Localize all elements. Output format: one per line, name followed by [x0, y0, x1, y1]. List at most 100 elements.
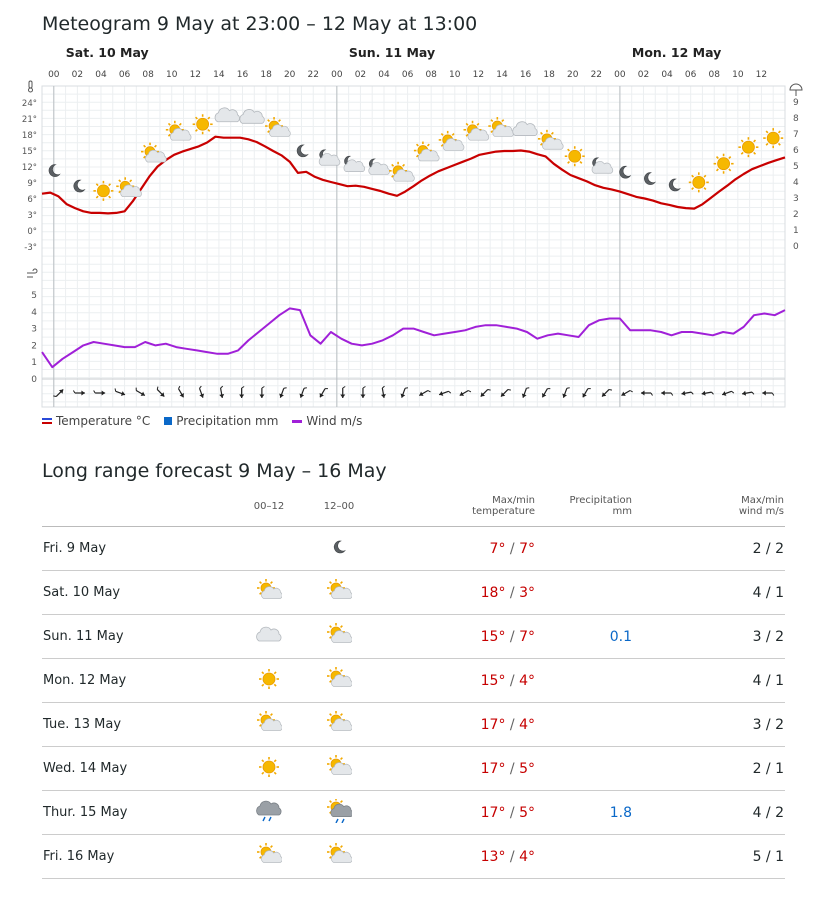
sun-cloud-icon [141, 142, 167, 163]
row-day: Tue. 13 May [42, 702, 234, 747]
precipitation-cell [536, 702, 633, 747]
period-1-symbol [234, 702, 304, 747]
sun-cloud-icon [413, 141, 440, 162]
period-1-symbol [234, 526, 304, 571]
precipitation-tick-label: 7 [793, 130, 799, 140]
period-2-symbol [304, 790, 374, 835]
temperature-cell: 13° / 4° [374, 834, 536, 879]
legend-precipitation-label: Precipitation mm [176, 414, 279, 428]
table-row[interactable]: Fri. 9 May 7° / 7° 2 / 2 [42, 526, 785, 571]
hour-tick-label: 22 [591, 70, 602, 80]
temperature-cell: 7° / 7° [374, 526, 536, 571]
hour-tick-label: 06 [402, 70, 414, 80]
temperature-cell: 17° / 5° [374, 790, 536, 835]
temperature-tick-label: 9° [27, 179, 37, 189]
rain-cloud-icon [256, 800, 282, 821]
precipitation-cell [536, 658, 633, 703]
header-period-1: 00–12 [234, 486, 304, 527]
temperature-min: 5° [519, 804, 535, 821]
moon-icon [48, 164, 61, 177]
legend-wind-label: Wind m/s [306, 414, 363, 428]
temperature-tick-label: 3° [27, 211, 37, 221]
wind-cell: 5 / 1 [633, 834, 785, 879]
header-period-2: 12–00 [304, 486, 374, 527]
period-1-symbol [234, 790, 304, 835]
cloud-icon [214, 107, 240, 123]
period-1-symbol [234, 834, 304, 879]
moon-icon [668, 178, 681, 192]
legend-precipitation[interactable]: Precipitation mm [164, 414, 278, 428]
moon-icon [619, 165, 632, 179]
long-range-title: Long range forecast 9 May – 16 May [42, 460, 387, 482]
table-row[interactable]: Sun. 11 May 15° / 7° 0.1 3 / 2 [42, 614, 785, 659]
sun-rain-icon [327, 798, 352, 823]
header-temperature-line1: Max/min [492, 495, 535, 506]
temperature-max: 15° [480, 672, 506, 689]
hour-tick-label: 16 [520, 70, 532, 80]
table-row[interactable]: Sat. 10 May 18° / 3° 4 / 1 [42, 570, 785, 615]
wind-direction-arrow [219, 385, 225, 399]
temperature-tick-label: 6° [27, 195, 37, 205]
hour-tick-label: 14 [496, 70, 508, 80]
wind-direction-arrow [641, 390, 653, 396]
wind-direction-arrow [400, 387, 409, 398]
wind-tick-label: 3 [31, 325, 37, 335]
thermometer-icon [28, 80, 33, 93]
legend-temperature[interactable]: Temperature °C [42, 414, 150, 428]
hour-tick-label: 12 [473, 70, 484, 80]
moon-icon [296, 144, 309, 158]
precipitation-tick-label: 0 [793, 242, 799, 252]
header-day [42, 486, 234, 527]
wind-direction-arrow [198, 385, 205, 398]
period-2-symbol [304, 570, 374, 615]
hour-tick-label: 06 [119, 70, 131, 80]
row-day: Thur. 15 May [42, 790, 234, 835]
header-wind-line2: wind m/s [738, 506, 784, 517]
wind-direction-arrow [279, 387, 287, 398]
sun-cloud-icon [463, 120, 490, 141]
wind-direction-arrow [177, 385, 185, 398]
precipitation-cell [536, 526, 633, 571]
sun-cloud-icon [327, 666, 352, 687]
wind-cell: 3 / 2 [633, 702, 785, 747]
sun-icon [738, 137, 759, 158]
period-2-symbol [304, 614, 374, 659]
wind-cell: 2 / 1 [633, 746, 785, 791]
hour-tick-label: 10 [449, 70, 461, 80]
legend-wind[interactable]: Wind m/s [292, 414, 362, 428]
wind-direction-arrow [340, 386, 346, 398]
table-row[interactable]: Fri. 16 May 13° / 4° 5 / 1 [42, 834, 785, 879]
precipitation-cell [536, 746, 633, 791]
wind-direction-arrow [500, 388, 511, 397]
sun-cloud-icon [488, 117, 514, 137]
hour-tick-label: 04 [95, 70, 107, 80]
sun-cloud-icon [327, 622, 352, 643]
wind-direction-arrow [72, 390, 85, 396]
table-row[interactable]: Mon. 12 May 15° / 4° 4 / 1 [42, 658, 785, 703]
table-row[interactable]: Tue. 13 May 17° / 4° 3 / 2 [42, 702, 785, 747]
precipitation-tick-label: 1 [793, 226, 799, 236]
day-label: Sun. 11 May [349, 45, 435, 60]
sun-cloud-icon [327, 842, 352, 863]
table-row[interactable]: Thur. 15 May 17° / 5° 1.8 4 / 2 [42, 790, 785, 835]
hour-tick-label: 22 [308, 70, 319, 80]
sun-cloud-icon [327, 710, 352, 731]
hour-tick-label: 00 [48, 70, 60, 80]
precipitation-cell [536, 834, 633, 879]
hour-tick-label: 02 [638, 70, 649, 80]
hour-tick-label: 16 [237, 70, 249, 80]
sun-icon [763, 128, 784, 149]
hour-tick-label: 00 [331, 70, 343, 80]
hour-tick-label: 12 [756, 70, 767, 80]
precipitation-tick-label: 4 [793, 178, 799, 188]
table-row[interactable]: Wed. 14 May 17° / 5° 2 / 1 [42, 746, 785, 791]
period-2-symbol [304, 526, 374, 571]
wind-tick-label: 0 [31, 375, 37, 385]
temperature-tick-label: 24° [22, 99, 37, 109]
temperature-min: 5° [519, 760, 535, 777]
wind-direction-arrow [582, 388, 591, 398]
hour-tick-label: 20 [567, 70, 579, 80]
sun-icon [93, 180, 114, 201]
moon-cloud-icon [318, 149, 341, 166]
moon-icon [644, 172, 657, 185]
